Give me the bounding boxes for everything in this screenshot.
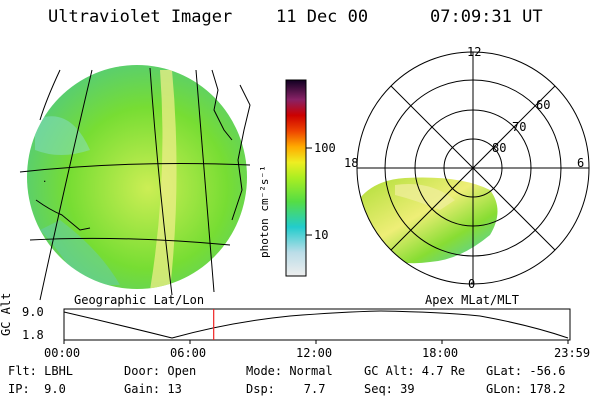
alt-xtick-0000: 00:00 — [44, 346, 81, 360]
polar-plot — [356, 51, 590, 285]
geo-caption: Geographic Lat/Lon — [74, 293, 205, 307]
alt-ylabel: GC Alt — [0, 292, 13, 336]
instrument-title: Ultraviolet Imager — [48, 7, 233, 27]
geographic-image: . — [19, 65, 251, 301]
alt-ytick-1-8: 1.8 — [22, 328, 44, 342]
alt-xtick-1200: 12:00 — [296, 346, 333, 360]
alt-xtick-2359: 23:59 — [554, 346, 591, 360]
mlt-label-18: 18 — [344, 156, 359, 170]
lat-label-70: 70 — [512, 120, 527, 134]
lat-label-60: 60 — [536, 98, 551, 112]
colorbar-tick-10: 10 — [314, 228, 329, 242]
door-field: Door: Open — [124, 364, 197, 378]
date-label: 11 Dec 00 — [276, 7, 369, 27]
mlt-label-12: 12 — [467, 45, 482, 59]
glat-field: GLat: -56.6 — [486, 364, 566, 378]
ip-field: IP: 9.0 — [8, 382, 66, 396]
svg-text:.: . — [42, 175, 47, 185]
colorbar-tick-100: 100 — [314, 141, 336, 155]
colorbar — [285, 79, 312, 277]
lat-label-80: 80 — [492, 141, 507, 155]
polar-caption: Apex MLat/MLT — [425, 293, 519, 307]
dsp-field: Dsp: 7.7 — [246, 382, 326, 396]
seq-field: Seq: 39 — [364, 382, 415, 396]
colorbar-unit-label: photon cm⁻²s⁻¹ — [258, 165, 271, 258]
mlt-label-0: 0 — [468, 277, 476, 291]
glon-field: GLon: 178.2 — [486, 382, 566, 396]
gain-field: Gain: 13 — [124, 382, 182, 396]
alt-xtick-0600: 06:00 — [170, 346, 207, 360]
time-label: 07:09:31 UT — [430, 7, 543, 27]
flt-field: Flt: LBHL — [8, 364, 74, 378]
mode-field: Mode: Normal — [246, 364, 333, 378]
gcalt-field: GC Alt: 4.7 Re — [364, 364, 466, 378]
mlt-label-6: 6 — [577, 156, 585, 170]
alt-ytick-9: 9.0 — [22, 305, 44, 319]
altitude-plot — [63, 308, 571, 344]
alt-xtick-1800: 18:00 — [422, 346, 459, 360]
